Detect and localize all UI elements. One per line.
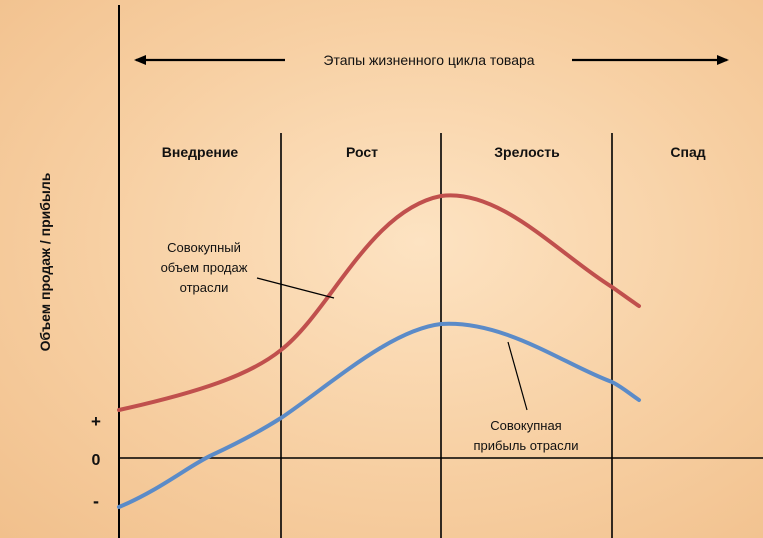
profit-annotation-leader: [507, 341, 528, 411]
sales-annotation-line-2: объем продаж: [161, 260, 248, 275]
sales-annotation-line-1: Совокупный: [167, 240, 241, 255]
y-tick-plus: +: [91, 412, 101, 431]
profit-annotation-line-1: Совокупная: [490, 418, 561, 433]
y-tick-zero: 0: [92, 452, 101, 469]
y-tick-minus: -: [93, 491, 99, 511]
stage-label-growth: Рост: [346, 144, 378, 160]
profit-annotation-line-2: прибыль отрасли: [474, 438, 579, 453]
sales-curve: [117, 193, 641, 412]
sales-annotation-leader: [256, 277, 335, 299]
sales-annotation-line-3: отрасли: [180, 280, 229, 295]
diagram-title: Этапы жизненного цикла товара: [323, 52, 534, 68]
stage-label-introduction: Внедрение: [162, 144, 239, 160]
y-axis-label: Объем продаж / прибыль: [37, 172, 53, 351]
stage-label-maturity: Зрелость: [494, 144, 560, 160]
stage-label-decline: Спад: [670, 144, 705, 160]
profit-curve: [117, 321, 641, 509]
